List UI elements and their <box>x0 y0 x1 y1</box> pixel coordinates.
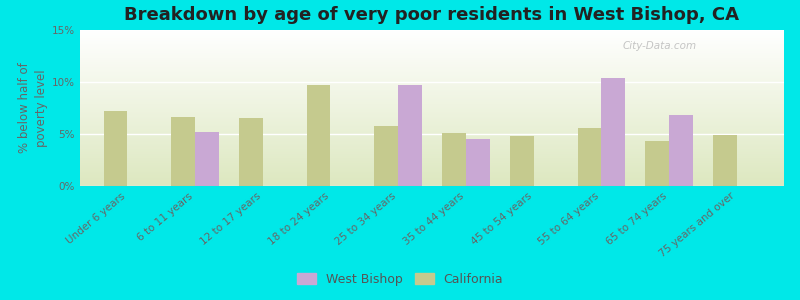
Bar <box>442 133 466 186</box>
Bar <box>510 136 534 186</box>
Bar <box>713 135 737 186</box>
Y-axis label: % below half of
poverty level: % below half of poverty level <box>18 63 48 153</box>
Bar <box>104 111 127 186</box>
Bar <box>646 141 669 186</box>
Bar <box>669 115 693 186</box>
Bar <box>602 78 625 186</box>
Bar <box>374 126 398 186</box>
Text: City-Data.com: City-Data.com <box>622 41 696 51</box>
Bar <box>171 117 195 186</box>
Bar <box>466 139 490 186</box>
Bar <box>195 132 218 186</box>
Bar <box>306 85 330 186</box>
Bar <box>398 85 422 186</box>
Bar <box>578 128 602 186</box>
Title: Breakdown by age of very poor residents in West Bishop, CA: Breakdown by age of very poor residents … <box>125 6 739 24</box>
Legend: West Bishop, California: West Bishop, California <box>292 268 508 291</box>
Bar <box>239 118 262 186</box>
